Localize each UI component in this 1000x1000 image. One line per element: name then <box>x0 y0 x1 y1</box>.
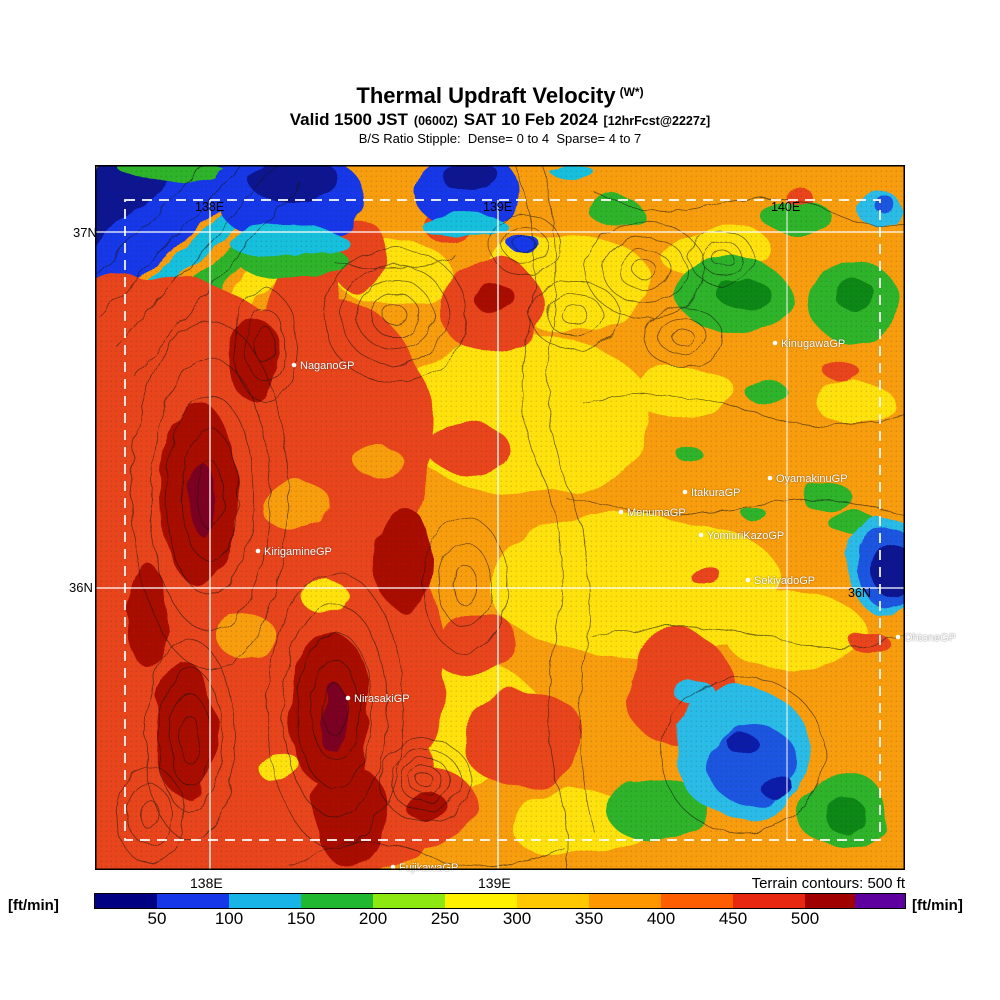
station-dot-ohtone <box>895 634 901 640</box>
colorbar <box>94 893 906 909</box>
colorbar-tick-label: 100 <box>214 909 244 928</box>
lat-label-37n-left: 37N <box>73 225 97 240</box>
page-header: Thermal Updraft Velocity (W*) Valid 1500 … <box>0 84 1000 146</box>
unit-label-right: [ft/min] <box>912 897 963 914</box>
colorbar-tick-label: 500 <box>790 909 820 928</box>
colorbar-tick-label: 250 <box>430 909 460 928</box>
colorbar-tick-label: 400 <box>646 909 676 928</box>
station-label-kirigamine: KirigamineGP <box>264 546 332 558</box>
map-frame <box>95 165 905 870</box>
station-label-nagano: NaganoGP <box>300 360 354 372</box>
updraft-field <box>95 165 905 870</box>
colorbar-tick-label: 150 <box>286 909 316 928</box>
station-label-kinugawa: KinugawaGP <box>781 338 845 350</box>
valid-time-line: Valid 1500 JST (0600Z) SAT 10 Feb 2024 [12h… <box>0 110 1000 130</box>
model-domain-dashed-boundary <box>124 199 881 841</box>
station-dot-yomiurikazo <box>698 532 704 538</box>
valid-zulu: (0600Z) <box>413 114 458 129</box>
lon-label-139e-bottom: 139E <box>478 875 511 891</box>
page-title-line: Thermal Updraft Velocity (W*) <box>0 84 1000 107</box>
colorbar-tick-label: 300 <box>502 909 532 928</box>
station-label-itakura: ItakuraGP <box>691 487 741 499</box>
title-variable-note: (W*) <box>619 85 644 99</box>
lon-label-139e-top: 139E <box>483 200 512 214</box>
colorbar-segment <box>157 894 229 908</box>
lat-label-36n-right: 36N <box>848 586 871 600</box>
lat-label-36n-left: 36N <box>69 580 93 595</box>
station-dot-sekiyado <box>745 577 751 583</box>
colorbar-segment <box>95 894 157 908</box>
valid-time: Valid 1500 JST <box>289 110 408 130</box>
colorbar-tick-label: 350 <box>574 909 604 928</box>
forecast-note: [12hrFcst@2227z] <box>603 114 711 129</box>
station-dot-kirigamine <box>255 548 261 554</box>
colorbar-tick-label: 200 <box>358 909 388 928</box>
station-dot-oyamakinu <box>767 475 773 481</box>
lon-label-140e-top: 140E <box>771 200 800 214</box>
colorbar-segment <box>855 894 905 908</box>
station-dot-itakura <box>682 489 688 495</box>
terrain-contour-note: Terrain contours: 500 ft <box>751 875 905 892</box>
colorbar-segment <box>373 894 445 908</box>
colorbar-segment <box>661 894 733 908</box>
station-dot-nirasaki <box>345 695 351 701</box>
station-label-ohtone: OhtoneGP <box>904 632 956 644</box>
station-label-nirasaki: NirasakiGP <box>354 693 410 705</box>
station-dot-fujikawa <box>390 864 396 870</box>
valid-date: SAT 10 Feb 2024 <box>463 110 598 130</box>
station-label-sekiyado: SekiyadoGP <box>754 575 815 587</box>
station-dot-kinugawa <box>772 340 778 346</box>
station-label-menuma: MenumaGP <box>627 507 686 519</box>
page-title: Thermal Updraft Velocity <box>356 83 616 108</box>
colorbar-segment <box>229 894 301 908</box>
latlon-grid <box>95 199 905 870</box>
map-canvas: 138E 139E 140E 36N NaganoGP KirigamineGP… <box>95 165 956 874</box>
unit-label-left: [ft/min] <box>8 897 59 914</box>
bs-ratio-stipple-overlay <box>95 165 905 870</box>
station-label-oyamakinu: OyamakinuGP <box>776 473 848 485</box>
lon-label-138e-top: 138E <box>195 200 224 214</box>
station-dot-nagano <box>291 362 297 368</box>
colorbar-segment <box>517 894 589 908</box>
colorbar-segment <box>589 894 661 908</box>
station-label-yomiurikazo: YomiuriKazoGP <box>707 530 784 542</box>
glider-port-stations: NaganoGP KirigamineGP NirasakiGP Fujikaw… <box>255 338 956 874</box>
colorbar-segment <box>805 894 855 908</box>
colorbar-segment <box>445 894 517 908</box>
grid-labels-inmap: 138E 139E 140E 36N <box>195 200 871 600</box>
lon-label-138e-bottom: 138E <box>190 875 223 891</box>
colorbar-segment <box>301 894 373 908</box>
colorbar-ticks: 50 100 150 200 250 300 350 400 450 500 <box>95 909 905 931</box>
colorbar-segment <box>733 894 805 908</box>
station-label-fujikawa: FujikawaGP <box>399 862 458 874</box>
stipple-legend-line: B/S Ratio Stipple: Dense= 0 to 4 Sparse=… <box>358 131 642 147</box>
colorbar-tick-label: 450 <box>718 909 748 928</box>
station-dot-menuma <box>618 509 624 515</box>
colorbar-tick-label: 50 <box>147 909 167 928</box>
